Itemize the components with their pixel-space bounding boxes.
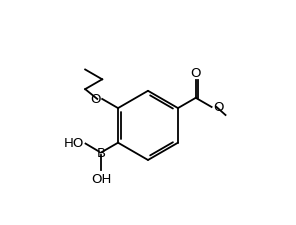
Text: OH: OH bbox=[91, 172, 111, 185]
Text: O: O bbox=[90, 92, 101, 105]
Text: O: O bbox=[191, 66, 201, 79]
Text: B: B bbox=[96, 146, 106, 159]
Text: O: O bbox=[213, 101, 223, 114]
Text: HO: HO bbox=[64, 137, 84, 150]
